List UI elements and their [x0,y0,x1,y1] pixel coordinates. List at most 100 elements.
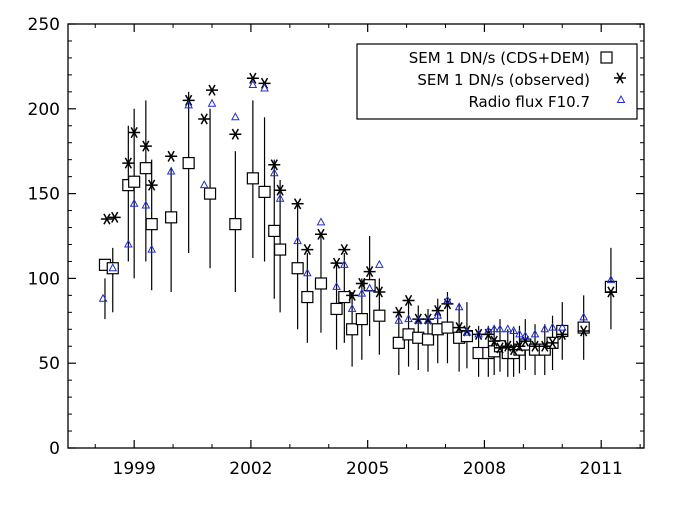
legend-label-radio: Radio flux F10.7 [468,93,590,111]
cds-dem-square-point [274,243,287,256]
observed-asterisk-point [373,286,386,298]
radio-flux-triangle-point [474,329,483,338]
observed-asterisk-point [577,325,590,337]
cds-dem-square-point [330,302,343,316]
x-tick-label: 2002 [229,459,272,479]
cds-dem-square-point [346,323,359,336]
radio-flux-triangle-point [548,322,557,331]
observed-asterisk-point [145,179,158,191]
radio-flux-triangle-point [557,322,567,331]
radio-flux-triangle-point [147,244,157,253]
y-tick-label: 0 [49,439,60,459]
x-tick-label: 1999 [113,459,156,479]
cds-dem-square-point [106,262,119,275]
cds-dem-square-point [338,290,351,304]
cds-dem-square-point [258,185,271,199]
observed-asterisk-point [182,94,195,106]
radio-flux-triangle-point [108,263,118,272]
observed-asterisk-point [301,243,314,256]
radio-flux-triangle-point [489,324,499,333]
radio-flux-triangle-point [347,303,357,312]
observed-asterisk-point [246,72,259,84]
radio-flux-triangle-point [199,180,209,189]
radio-flux-triangle-point [404,314,413,323]
radio-flux-triangle-point [293,236,302,245]
x-tick-label: 2005 [346,459,389,479]
radio-flux-triangle-point [303,268,312,277]
observed-asterisk-point [402,294,415,307]
observed-asterisk-point [198,113,211,125]
radio-flux-triangle-point [503,324,513,333]
radio-flux-triangle-point [462,327,472,336]
radio-flux-triangle-point [606,275,616,284]
radio-flux-triangle-point [515,329,524,338]
observed-asterisk-point [431,305,444,317]
legend-box [356,43,638,120]
cds-dem-square-point [268,224,281,238]
cds-dem-square-point [441,321,454,334]
radio-flux-triangle-point [443,295,452,304]
legend: SEM 1 DN/s (CDS+DEM) SEM 1 DN/s (observe… [356,43,638,120]
observed-asterisk-point [488,335,501,347]
radio-flux-triangle-point [579,312,589,321]
cds-dem-square-point [128,175,141,188]
cds-dem-square-point [556,324,569,338]
cds-dem-square-point [355,313,368,326]
radio-flux-triangle-point [231,112,240,121]
observed-asterisk-point [604,286,617,298]
observed-asterisk-point [108,211,121,223]
observed-asterisk-point [291,198,304,210]
observed-asterisk-point [139,140,152,152]
radio-flux-triangle-point [375,259,384,268]
observed-asterisk-point [546,337,559,349]
radio-flux-triangle-point [260,83,269,92]
observed-asterisk-point [355,277,368,290]
cds-dem-square-point [577,321,590,334]
legend-asterisk-glyph [614,72,626,84]
radio-flux-triangle-point [540,324,550,333]
radio-flux-triangle-point [509,325,518,334]
radio-flux-triangle-point [530,329,540,338]
x-tick-label: 2008 [463,459,506,479]
y-tick-label: 200 [28,100,60,120]
radio-flux-triangle-point [413,315,423,324]
x-tick-label: 2011 [580,459,623,479]
cds-dem-square-point [229,218,242,231]
observed-asterisk-point [513,340,526,352]
cds-dem-square-point [421,333,435,346]
observed-asterisk-point [363,266,376,278]
radio-flux-triangle-point [520,331,530,340]
cds-dem-square-point [301,290,314,304]
cds-dem-square-point [392,336,405,349]
y-tick-label: 250 [28,15,60,35]
cds-dem-square-point [246,172,259,185]
radio-flux-triangle-point [275,193,285,202]
radio-flux-triangle-point [98,293,108,302]
radio-flux-triangle-point [123,239,133,248]
radio-flux-triangle-point [495,324,505,333]
radio-flux-triangle-point [141,200,151,209]
observed-asterisk-point [494,342,506,354]
radio-flux-triangle-point [433,310,443,319]
legend-label-observed: SEM 1 DN/s (observed) [417,71,590,89]
observed-asterisk-point [274,184,287,196]
radio-flux-triangle-point [483,325,493,334]
radio-flux-triangle-point [248,80,258,89]
radio-flux-triangle-point [166,166,176,175]
legend-label-cds-dem: SEM 1 DN/s (CDS+DEM) [409,49,590,67]
y-tick-label: 150 [28,185,60,205]
observed-asterisk-point [128,126,141,139]
observed-asterisk-point [206,84,218,96]
radio-flux-triangle-point [129,198,139,207]
legend-asterisk-marker [614,72,626,84]
cds-dem-square-point [314,277,328,290]
observed-asterisk-point [556,328,569,340]
observed-asterisk-point [122,157,135,169]
observed-asterisk-point [258,77,271,89]
observed-asterisk-point [268,159,281,171]
cds-dem-square-point [538,343,551,356]
observed-asterisk-point [165,150,178,162]
y-tick-label: 100 [28,269,60,289]
